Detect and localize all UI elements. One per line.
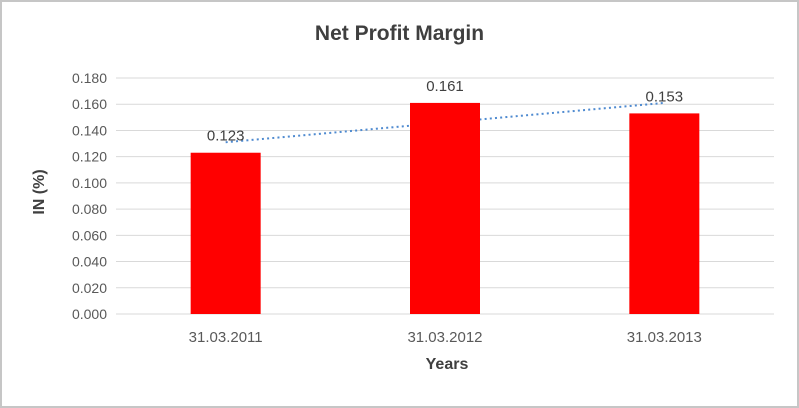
- chart-title: Net Profit Margin: [314, 22, 485, 45]
- data-label: 0.161: [426, 78, 464, 95]
- y-tick-label: 0.040: [72, 254, 107, 270]
- x-tick-label: 31.03.2011: [189, 329, 263, 346]
- x-tick-label: 31.03.2012: [407, 329, 482, 346]
- x-tick-label: 31.03.2013: [627, 329, 702, 346]
- data-label: 0.123: [207, 128, 245, 145]
- y-tick-label: 0.160: [72, 96, 107, 112]
- bar[interactable]: [410, 102, 480, 315]
- y-tick-label: 0.080: [72, 201, 107, 217]
- x-axis-title: Years: [425, 356, 469, 373]
- data-label: 0.153: [646, 88, 684, 105]
- y-tick-label: 0.100: [72, 175, 107, 191]
- bar[interactable]: [629, 113, 700, 315]
- y-tick-label: 0.180: [72, 70, 107, 86]
- y-tick-label: 0.120: [72, 149, 107, 165]
- y-tick-label: 0.000: [72, 306, 107, 322]
- y-tick-label: 0.020: [72, 280, 107, 296]
- y-tick-label: 0.060: [72, 227, 107, 243]
- y-tick-label: 0.140: [72, 122, 107, 138]
- bar[interactable]: [190, 152, 261, 314]
